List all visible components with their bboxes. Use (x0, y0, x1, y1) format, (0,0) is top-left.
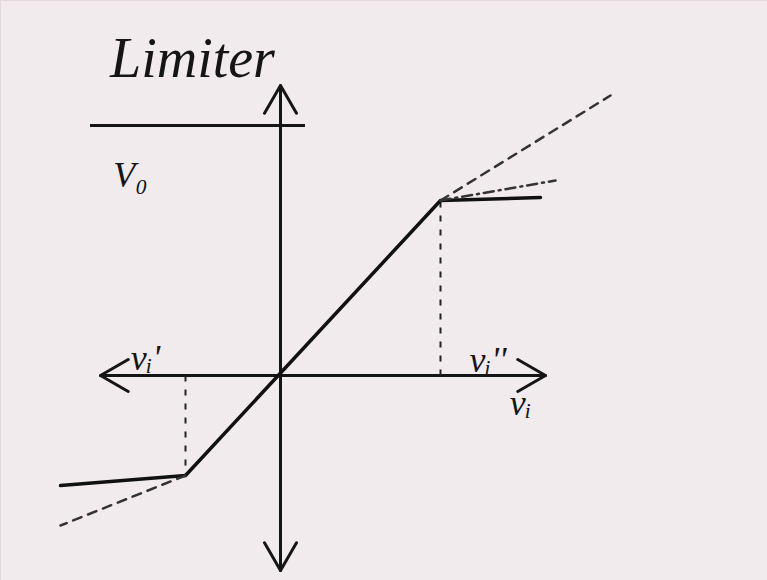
html-text:Limiter: Limiter (110, 27, 275, 89)
svg-text:vᵢ'': vᵢ'' (469, 340, 507, 380)
svg-text:vᵢ': vᵢ' (131, 338, 162, 378)
svg-text:V₀: V₀ (113, 155, 148, 195)
svg-text:vᵢ: vᵢ (510, 383, 532, 423)
